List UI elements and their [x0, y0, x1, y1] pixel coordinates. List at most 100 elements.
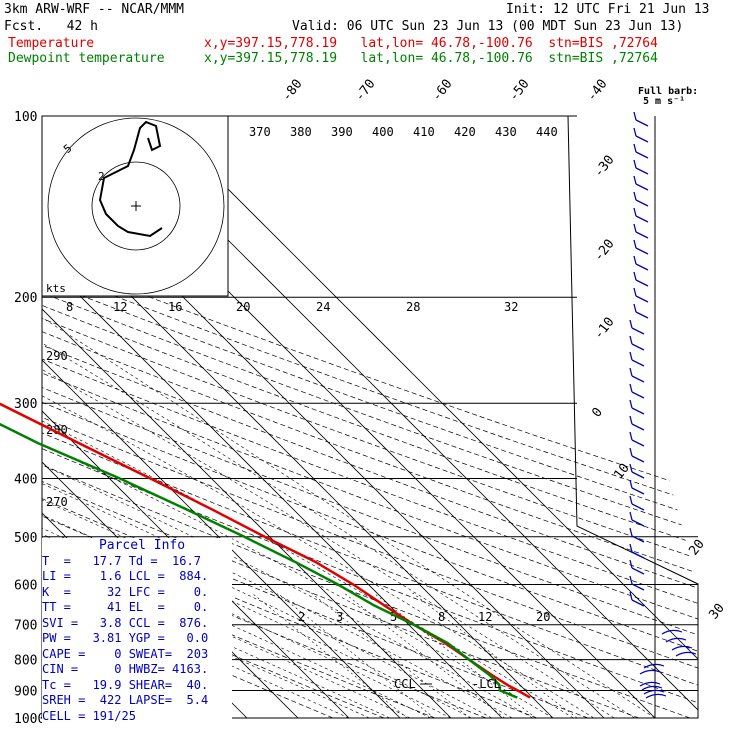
wind-barb — [629, 319, 633, 329]
wind-barb — [639, 681, 661, 687]
parcel-info-panel: Parcel Info T = 17.7 Td = 16.7 LI = 1.6 … — [42, 538, 232, 724]
forecast-hour: Fcst. 42 h — [4, 19, 98, 34]
pressure-tick-label: 400 — [14, 472, 37, 487]
moist-adiabat — [42, 296, 492, 718]
wind-barb — [633, 303, 637, 313]
hodo-speed-label: 8 — [66, 300, 73, 314]
wind-barb — [629, 431, 633, 441]
top-temp-label: -50 — [506, 77, 532, 105]
wind-barb — [635, 135, 649, 143]
mixing-ratio-label: 20 — [536, 610, 550, 624]
hodo-speed-label: 24 — [316, 300, 330, 314]
theta-label: 370 — [249, 125, 271, 139]
parcel-row: CIN = 0 HWBZ= 4163. — [42, 662, 209, 676]
wind-barb — [631, 599, 645, 607]
dry-adiabat — [42, 116, 698, 718]
wind-barb — [631, 519, 645, 527]
parcel-row: TT = 41 EL = 0. — [42, 600, 209, 614]
theta-label: 430 — [495, 125, 517, 139]
hodograph-trace — [98, 120, 163, 238]
dry-adiabat — [42, 116, 698, 718]
wind-barb — [631, 551, 645, 559]
wind-barb — [643, 663, 665, 669]
right-temp-label: -20 — [591, 237, 617, 265]
wind-barb — [633, 175, 637, 185]
pressure-tick-label: 200 — [14, 291, 37, 306]
wind-barb — [631, 567, 645, 575]
dry-adiabat — [42, 116, 698, 718]
temperature-location: x,y=397.15,778.19 lat,lon= 46.78,-100.76… — [204, 36, 658, 51]
top-temp-label: -70 — [352, 77, 378, 105]
wind-barb — [629, 447, 633, 457]
wind-barb — [629, 383, 633, 393]
pressure-tick-label: 1000 — [14, 712, 45, 727]
wind-barb — [631, 375, 645, 383]
dry-adiabat — [42, 116, 698, 718]
top-temp-label: -60 — [429, 77, 455, 105]
wind-barb — [633, 111, 637, 121]
pressure-tick-label: 100 — [14, 110, 37, 125]
parcel-row: PW = 3.81 YGP = 0.0 — [42, 631, 209, 645]
wind-barb — [631, 503, 645, 511]
wind-barb — [635, 247, 649, 255]
hodograph-ring — [47, 117, 225, 295]
dewpoint-location: x,y=397.15,778.19 lat,lon= 46.78,-100.76… — [204, 51, 658, 66]
wind-barb — [635, 215, 649, 223]
isotherm-line — [42, 116, 350, 718]
ccl-label: CCL — [394, 677, 416, 691]
wind-barb — [631, 423, 645, 431]
wind-barb — [635, 119, 649, 127]
right-temp-label: -10 — [591, 315, 617, 343]
wind-barb — [631, 359, 645, 367]
wind-barb — [639, 669, 661, 675]
valid-time: Valid: 06 UTC Sun 23 Jun 13 (00 MDT Sun … — [292, 19, 684, 34]
wind-barb — [629, 335, 633, 345]
wind-barb — [635, 231, 649, 239]
moist-adiabat — [42, 296, 370, 718]
dry-adiabat — [42, 116, 698, 718]
theta-label: 400 — [372, 125, 394, 139]
wind-barb — [633, 223, 637, 233]
wind-barb — [645, 693, 667, 699]
moist-adiabat — [42, 296, 574, 718]
parcel-row: SVI = 3.8 CCL = 876. — [42, 615, 209, 630]
wind-barb — [631, 439, 645, 447]
hodograph-kts-label: kts — [46, 282, 66, 295]
wind-barb — [633, 239, 637, 249]
wind-barb — [629, 479, 633, 489]
theta-label: 420 — [454, 125, 476, 139]
wind-barb — [631, 391, 645, 399]
wind-barb — [665, 637, 687, 643]
pressure-tick-label: 600 — [14, 578, 37, 593]
wind-barb — [631, 583, 645, 591]
moist-adiabat — [42, 296, 656, 718]
top-temp-label: -40 — [584, 77, 610, 105]
dry-adiabat — [42, 116, 698, 718]
wind-barb — [629, 591, 633, 601]
wind-barb — [633, 271, 637, 281]
theta-label: 380 — [290, 125, 312, 139]
parcel-row: CAPE = 0 SWEAT= 203 — [42, 646, 209, 661]
mixing-ratio-line — [412, 592, 578, 718]
barb-legend-line1: Full barb: — [638, 86, 698, 97]
dry-adiabat — [42, 116, 698, 718]
temperature-legend-label: Temperature — [8, 36, 95, 51]
dewpoint-legend-label: Dewpoint temperature — [8, 51, 165, 66]
hodograph-ring-label: 2 — [98, 170, 105, 183]
right-temp-label: 0 — [589, 405, 606, 420]
parcel-info-title: Parcel Info — [98, 538, 186, 553]
theta-e-label: 270 — [46, 495, 68, 509]
wind-barb — [631, 471, 645, 479]
parcel-row: T = 17.7 Td = 16.7 — [42, 553, 201, 568]
wind-barb — [635, 263, 649, 271]
pressure-tick-label: 500 — [14, 531, 37, 546]
wind-barb — [635, 199, 649, 207]
isotherm-line — [42, 116, 452, 718]
init-time: Init: 12 UTC Fri 21 Jun 13 — [506, 2, 710, 17]
parcel-row: Tc = 19.9 SHEAR= 40. — [42, 677, 209, 692]
wind-barb — [629, 511, 633, 521]
wind-barb — [635, 183, 649, 191]
dry-adiabat — [42, 116, 698, 718]
wind-barb — [635, 279, 649, 287]
